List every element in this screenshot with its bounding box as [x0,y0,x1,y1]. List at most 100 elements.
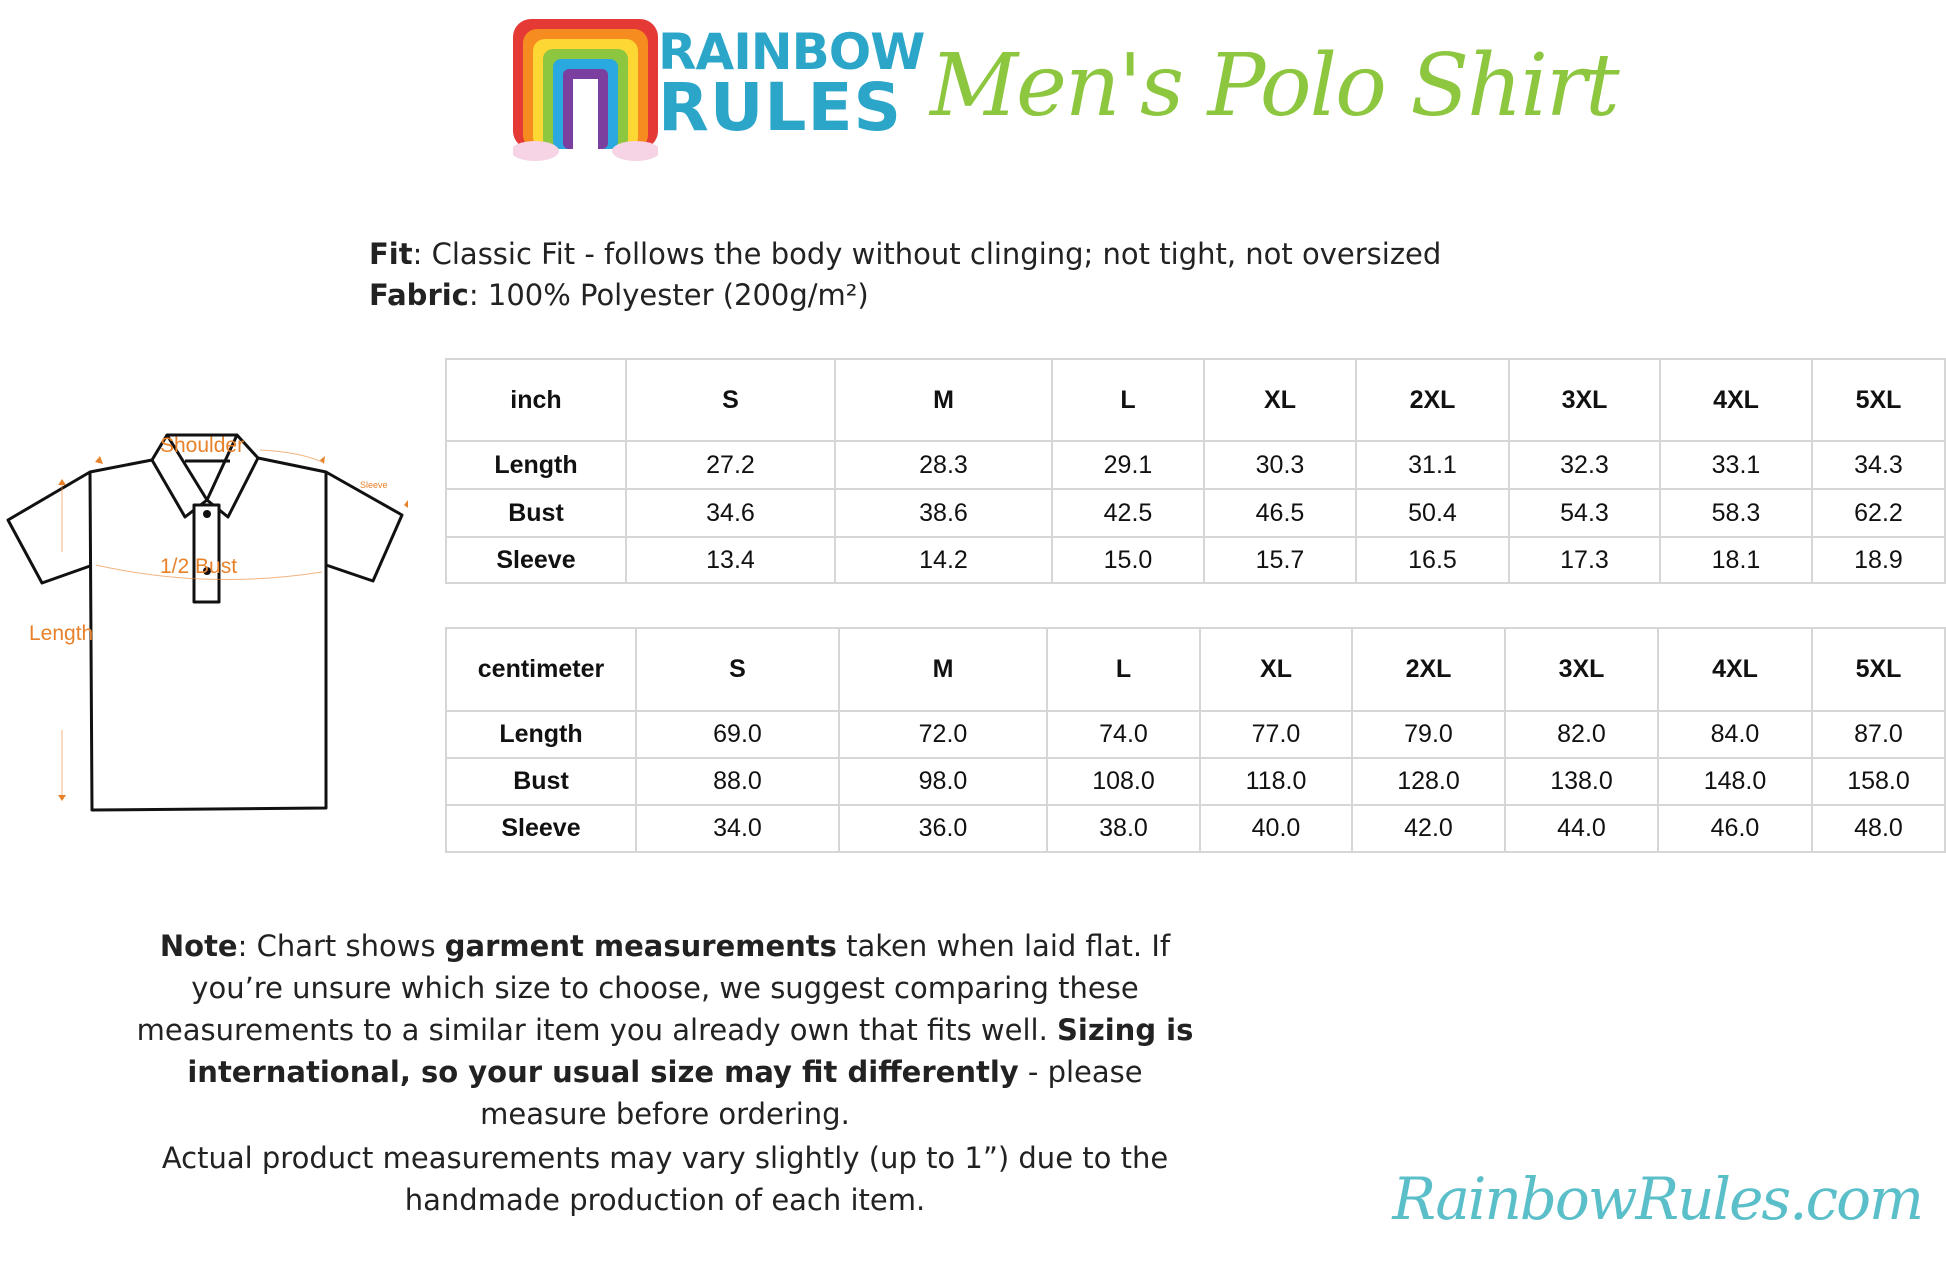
cell: 30.3 [1203,440,1357,490]
cell: 158.0 [1811,757,1946,806]
cell: 54.3 [1508,488,1661,538]
note-text: : Chart shows [237,929,445,963]
cell: 42.0 [1351,804,1506,853]
cell: 36.0 [838,804,1048,853]
cell: 33.1 [1659,440,1813,490]
cell: 128.0 [1351,757,1506,806]
size-header: 5XL [1811,627,1946,712]
cell: 15.0 [1051,536,1205,584]
size-header: M [834,358,1053,442]
table-row: Sleeve 13.4 14.2 15.0 15.7 16.5 17.3 18.1 18.9 [445,536,1946,584]
cell: 15.7 [1203,536,1357,584]
bust-label: 1/2 Bust [160,555,237,578]
specs: Fit: Classic Fit - follows the body with… [369,234,1441,316]
cell: 138.0 [1504,757,1659,806]
cell: 34.6 [625,488,836,538]
note-bold: Sizing is international, so your usual s… [187,1013,1194,1089]
cell: 148.0 [1657,757,1813,806]
cell: 82.0 [1504,710,1659,759]
size-header: 2XL [1355,358,1510,442]
size-header: 3XL [1508,358,1661,442]
cell: 38.0 [1046,804,1201,853]
cell: 84.0 [1657,710,1813,759]
cell: 40.0 [1199,804,1353,853]
size-header: S [625,358,836,442]
inch-size-table: inch S M L XL 2XL 3XL 4XL 5XL Length 27.2 28.3 29.… [445,358,1946,584]
cell: 17.3 [1508,536,1661,584]
logo-line2: RULES [658,69,903,146]
row-label: Length [445,440,627,490]
cell: 42.5 [1051,488,1205,538]
cell: 34.3 [1811,440,1946,490]
cell: 118.0 [1199,757,1353,806]
cell: 27.2 [625,440,836,490]
cell: 18.9 [1811,536,1946,584]
size-header: 3XL [1504,627,1659,712]
size-header: S [635,627,840,712]
table-row: Length 69.0 72.0 74.0 77.0 79.0 82.0 84.0 87.0 [445,710,1946,759]
cell: 108.0 [1046,757,1201,806]
size-header: 2XL [1351,627,1506,712]
shoulder-label: Shoulder [160,434,244,457]
sleeve-label: Sleeve [360,480,388,490]
cell: 72.0 [838,710,1048,759]
fabric-value: : 100% Polyester (200g/m²) [468,278,869,312]
cell: 46.0 [1657,804,1813,853]
size-header: 4XL [1659,358,1813,442]
table-header-row: centimeter S M L XL 2XL 3XL 4XL 5XL [445,627,1946,712]
cell: 16.5 [1355,536,1510,584]
logo-wordmark: RAINBOW RULES [658,23,925,146]
cell: 29.1 [1051,440,1205,490]
note-text: taken when laid flat. If you’re unsure w… [136,929,1171,1047]
cell: 79.0 [1351,710,1506,759]
fit-value: : Classic Fit - follows the body without… [412,237,1442,271]
cell: 88.0 [635,757,840,806]
cell: 62.2 [1811,488,1946,538]
cell: 44.0 [1504,804,1659,853]
rainbow-logo [513,19,658,161]
cell: 48.0 [1811,804,1946,853]
cell: 14.2 [834,536,1053,584]
centimeter-size-table: centimeter S M L XL 2XL 3XL 4XL 5XL Length 69.0 7… [445,627,1946,853]
size-header: L [1051,358,1205,442]
size-header: 4XL [1657,627,1813,712]
cell: 34.0 [635,804,840,853]
row-label: Bust [445,488,627,538]
length-label: Length [29,622,93,645]
note-text: - please measure before ordering. [480,1055,1143,1131]
variance-note: Actual product measurements may vary sli… [161,1141,1169,1217]
unit-header: centimeter [445,627,637,712]
cell: 46.5 [1203,488,1357,538]
sizing-note: Note: Chart shows garment measurements t… [130,925,1200,1135]
website-link[interactable]: RainbowRules.com [1392,1165,1924,1233]
row-label: Bust [445,757,637,806]
row-label: Sleeve [445,804,637,853]
cell: 32.3 [1508,440,1661,490]
fit-line: Fit: Classic Fit - follows the body with… [369,234,1441,275]
cell: 58.3 [1659,488,1813,538]
row-label: Length [445,710,637,759]
size-header: 5XL [1811,358,1946,442]
size-header: L [1046,627,1201,712]
table-header-row: inch S M L XL 2XL 3XL 4XL 5XL [445,358,1946,442]
polo-shirt-diagram: Shoulder 1/2 Bust Length Sleeve [6,433,408,812]
cell: 28.3 [834,440,1053,490]
size-header: XL [1199,627,1353,712]
cell: 13.4 [625,536,836,584]
cell: 31.1 [1355,440,1510,490]
logo-line1: RAINBOW [658,23,925,81]
cell: 38.6 [834,488,1053,538]
fabric-line: Fabric: 100% Polyester (200g/m²) [369,275,1441,316]
cell: 74.0 [1046,710,1201,759]
note-label: Note [159,929,238,963]
cell: 50.4 [1355,488,1510,538]
cell: 18.1 [1659,536,1813,584]
size-header: M [838,627,1048,712]
table-row: Sleeve 34.0 36.0 38.0 40.0 42.0 44.0 46.0 48.0 [445,804,1946,853]
cell: 69.0 [635,710,840,759]
row-label: Sleeve [445,536,627,584]
table-row: Length 27.2 28.3 29.1 30.3 31.1 32.3 33.1 34.3 [445,440,1946,490]
note-bold: garment measurements [444,929,837,963]
unit-header: inch [445,358,627,442]
size-header: XL [1203,358,1357,442]
